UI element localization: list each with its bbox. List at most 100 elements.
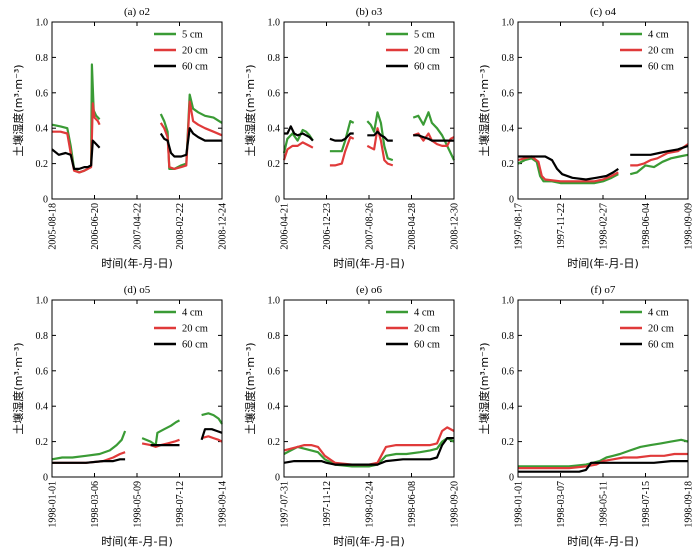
x-tick-label: 2008-02-22	[175, 203, 186, 250]
plot-frame	[51, 21, 223, 200]
series-line-60-cm	[329, 132, 354, 142]
x-axis-label: 时间(年-月-日)	[567, 256, 639, 270]
chart-panel-1: (a) o2 0 0.2 0.4 0.6 0.8 1.0 2005-08-18 2006-06-…	[11, 6, 229, 270]
y-tick-label: 0.6	[268, 88, 281, 99]
y-tick-label: 0.8	[36, 53, 49, 64]
x-tick-label: 1998-05-09	[133, 481, 144, 528]
x-axis-label: 时间(年-月-日)	[567, 534, 639, 548]
x-tick-label: 2005-08-18	[48, 203, 59, 250]
chart-title: (c) o4	[590, 6, 616, 18]
legend-label: 60 cm	[414, 340, 440, 351]
y-tick-label: 0.4	[36, 402, 49, 413]
y-tick-label: 0.6	[36, 366, 49, 377]
x-tick-label: 1998-01-01	[48, 481, 59, 528]
series-line-60-cm	[51, 139, 101, 170]
y-tick-label: 0.4	[268, 402, 281, 413]
x-axis-label: 时间(年-月-日)	[101, 256, 173, 270]
legend-label: 60 cm	[182, 62, 208, 73]
y-tick-label: 0	[275, 473, 280, 484]
x-tick-label: 1998-09-20	[450, 481, 461, 528]
series-line-60-cm	[284, 125, 314, 142]
x-tick-label: 2007-08-26	[365, 203, 376, 250]
series-line-60-cm	[283, 437, 454, 466]
plot-frame	[51, 299, 223, 478]
legend-label: 20 cm	[182, 324, 208, 335]
y-tick-label: 0.4	[268, 124, 281, 135]
chart-title: (d) o5	[124, 284, 151, 296]
chart-panel-6: (f) o7 0 0.2 0.4 0.6 0.8 1.0 1998-01-01 1998-03-…	[477, 284, 695, 548]
series-line-20-cm	[159, 100, 223, 170]
x-tick-label: 2006-04-21	[280, 203, 291, 250]
y-axis-label: 土壤湿度(m³·m⁻³)	[243, 342, 257, 434]
x-tick-label: 1997-11-12	[322, 481, 333, 527]
y-tick-label: 0.2	[268, 437, 281, 448]
x-tick-label: 1998-09-09	[684, 203, 695, 250]
series-line-4-cm	[201, 412, 223, 425]
y-tick-label: 0	[43, 473, 48, 484]
chart-title: (e) o6	[356, 284, 382, 296]
series-line-4-cm	[141, 419, 180, 447]
x-tick-label: 2008-04-28	[407, 203, 418, 250]
legend-label: 60 cm	[648, 340, 674, 351]
legend-label: 20 cm	[648, 46, 674, 57]
x-tick-label: 1998-07-15	[641, 481, 652, 528]
x-tick-label: 1997-07-31	[280, 481, 291, 528]
series-line-60-cm	[200, 428, 223, 441]
y-tick-label: 0.8	[36, 331, 49, 342]
series-line-60-cm	[159, 127, 222, 158]
x-tick-label: 2008-12-30	[450, 203, 461, 250]
legend-label: 20 cm	[414, 46, 440, 57]
x-tick-label: 1998-06-04	[641, 203, 652, 250]
legend-label: 60 cm	[648, 62, 674, 73]
x-tick-label: 1998-06-08	[407, 481, 418, 528]
x-axis-label: 时间(年-月-日)	[101, 534, 173, 548]
legend-label: 60 cm	[182, 340, 208, 351]
y-axis-label: 土壤湿度(m³·m⁻³)	[243, 64, 257, 156]
y-tick-label: 0.2	[502, 159, 515, 170]
y-tick-label: 0.6	[268, 366, 281, 377]
x-tick-label: 2006-06-20	[90, 203, 101, 250]
chart-title: (a) o2	[124, 6, 150, 18]
y-tick-label: 0.8	[502, 331, 515, 342]
y-tick-label: 1.0	[36, 18, 49, 29]
y-tick-label: 0.4	[36, 124, 49, 135]
y-tick-label: 0.8	[268, 53, 281, 64]
y-tick-label: 1.0	[502, 18, 515, 29]
series-line-60-cm	[630, 144, 689, 156]
series-line-20-cm	[201, 435, 223, 443]
x-tick-label: 1998-09-18	[684, 481, 695, 528]
series-line-4-cm	[629, 153, 689, 176]
legend-label: 4 cm	[648, 30, 669, 41]
x-tick-label: 2007-04-22	[133, 203, 144, 250]
chart-panel-3: (c) o4 0 0.2 0.4 0.6 0.8 1.0 1997-08-17 1997-11-…	[477, 6, 695, 270]
y-tick-label: 0.4	[502, 124, 515, 135]
x-tick-label: 1997-11-22	[556, 203, 567, 249]
y-tick-label: 0.2	[36, 437, 49, 448]
x-tick-label: 1998-09-14	[218, 481, 229, 528]
y-tick-label: 0	[43, 195, 48, 206]
x-tick-label: 1998-03-06	[90, 481, 101, 528]
series-line-20-cm	[282, 141, 314, 161]
legend-label: 4 cm	[414, 308, 435, 319]
x-tick-label: 1998-02-27	[599, 203, 610, 250]
y-tick-label: 0.8	[268, 331, 281, 342]
legend-label: 60 cm	[414, 62, 440, 73]
y-tick-label: 1.0	[36, 296, 49, 307]
legend-label: 5 cm	[414, 30, 435, 41]
x-tick-label: 1998-05-11	[599, 481, 610, 527]
series-line-4-cm	[518, 438, 689, 468]
chart-title: (b) o3	[356, 6, 383, 18]
y-tick-label: 1.0	[268, 296, 281, 307]
legend-label: 20 cm	[182, 46, 208, 57]
series-line-60-cm	[52, 458, 126, 464]
legend-label: 20 cm	[648, 324, 674, 335]
y-tick-label: 0.6	[502, 88, 515, 99]
y-tick-label: 0.2	[36, 159, 49, 170]
legend-label: 4 cm	[648, 308, 669, 319]
y-tick-label: 0.2	[502, 437, 515, 448]
plot-frame	[283, 21, 455, 200]
series-line-5-cm	[366, 111, 394, 162]
y-tick-label: 0.6	[36, 88, 49, 99]
chart-panel-4: (d) o5 0 0.2 0.4 0.6 0.8 1.0 1998-01-01 1998-03-…	[11, 284, 229, 548]
